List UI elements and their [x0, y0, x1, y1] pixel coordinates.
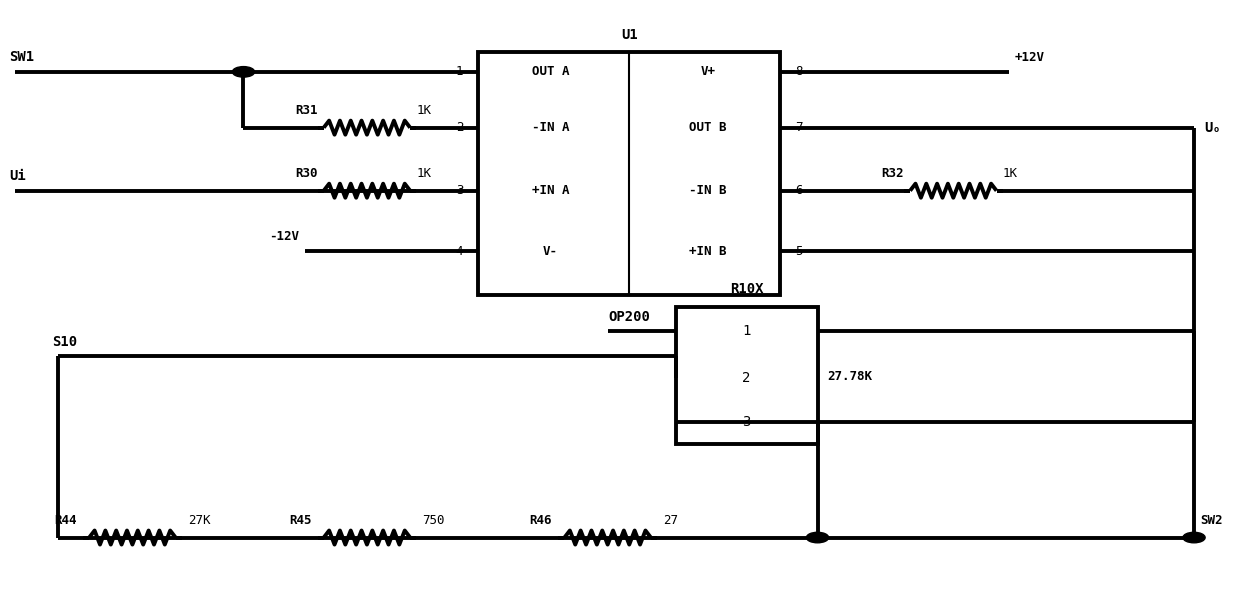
Text: 27K: 27K — [188, 513, 211, 526]
Text: 1K: 1K — [1003, 166, 1018, 180]
Text: 6: 6 — [795, 184, 802, 197]
Text: OP200: OP200 — [609, 310, 650, 325]
Text: +IN B: +IN B — [689, 245, 727, 258]
Text: R44: R44 — [55, 513, 77, 526]
Text: R32: R32 — [882, 166, 904, 180]
Text: 5: 5 — [795, 245, 802, 258]
Text: 27: 27 — [663, 513, 678, 526]
Text: -IN A: -IN A — [532, 121, 569, 134]
Text: 7: 7 — [795, 121, 802, 134]
Circle shape — [1183, 532, 1205, 543]
Circle shape — [232, 67, 254, 77]
Text: OUT A: OUT A — [532, 65, 569, 78]
Text: R10X: R10X — [730, 282, 764, 296]
Text: OUT B: OUT B — [689, 121, 727, 134]
Bar — [676, 307, 817, 444]
Text: V+: V+ — [701, 65, 715, 78]
Text: S10: S10 — [52, 335, 77, 349]
Text: -IN B: -IN B — [689, 184, 727, 197]
Text: U1: U1 — [621, 28, 637, 42]
Text: R46: R46 — [529, 513, 552, 526]
Text: SW1: SW1 — [9, 50, 33, 64]
Text: V-: V- — [543, 245, 558, 258]
Text: 1K: 1K — [417, 104, 432, 117]
Text: 3: 3 — [743, 415, 750, 429]
Bar — [479, 53, 780, 295]
Text: R30: R30 — [295, 166, 317, 180]
Circle shape — [806, 532, 828, 543]
Text: +12V: +12V — [1016, 51, 1045, 64]
Text: 8: 8 — [795, 65, 802, 78]
Text: Ui: Ui — [9, 169, 26, 183]
Text: +IN A: +IN A — [532, 184, 569, 197]
Text: 3: 3 — [456, 184, 464, 197]
Text: 1K: 1K — [417, 166, 432, 180]
Text: R45: R45 — [289, 513, 311, 526]
Text: Uₒ: Uₒ — [1204, 120, 1220, 135]
Text: 750: 750 — [423, 513, 445, 526]
Text: 4: 4 — [456, 245, 464, 258]
Text: 2: 2 — [456, 121, 464, 134]
Text: -12V: -12V — [269, 230, 299, 243]
Text: 2: 2 — [743, 371, 750, 385]
Text: 1: 1 — [456, 65, 464, 78]
Text: SW2: SW2 — [1200, 513, 1223, 526]
Text: 1: 1 — [743, 324, 750, 339]
Text: R31: R31 — [295, 104, 317, 117]
Text: 27.78K: 27.78K — [827, 371, 873, 384]
